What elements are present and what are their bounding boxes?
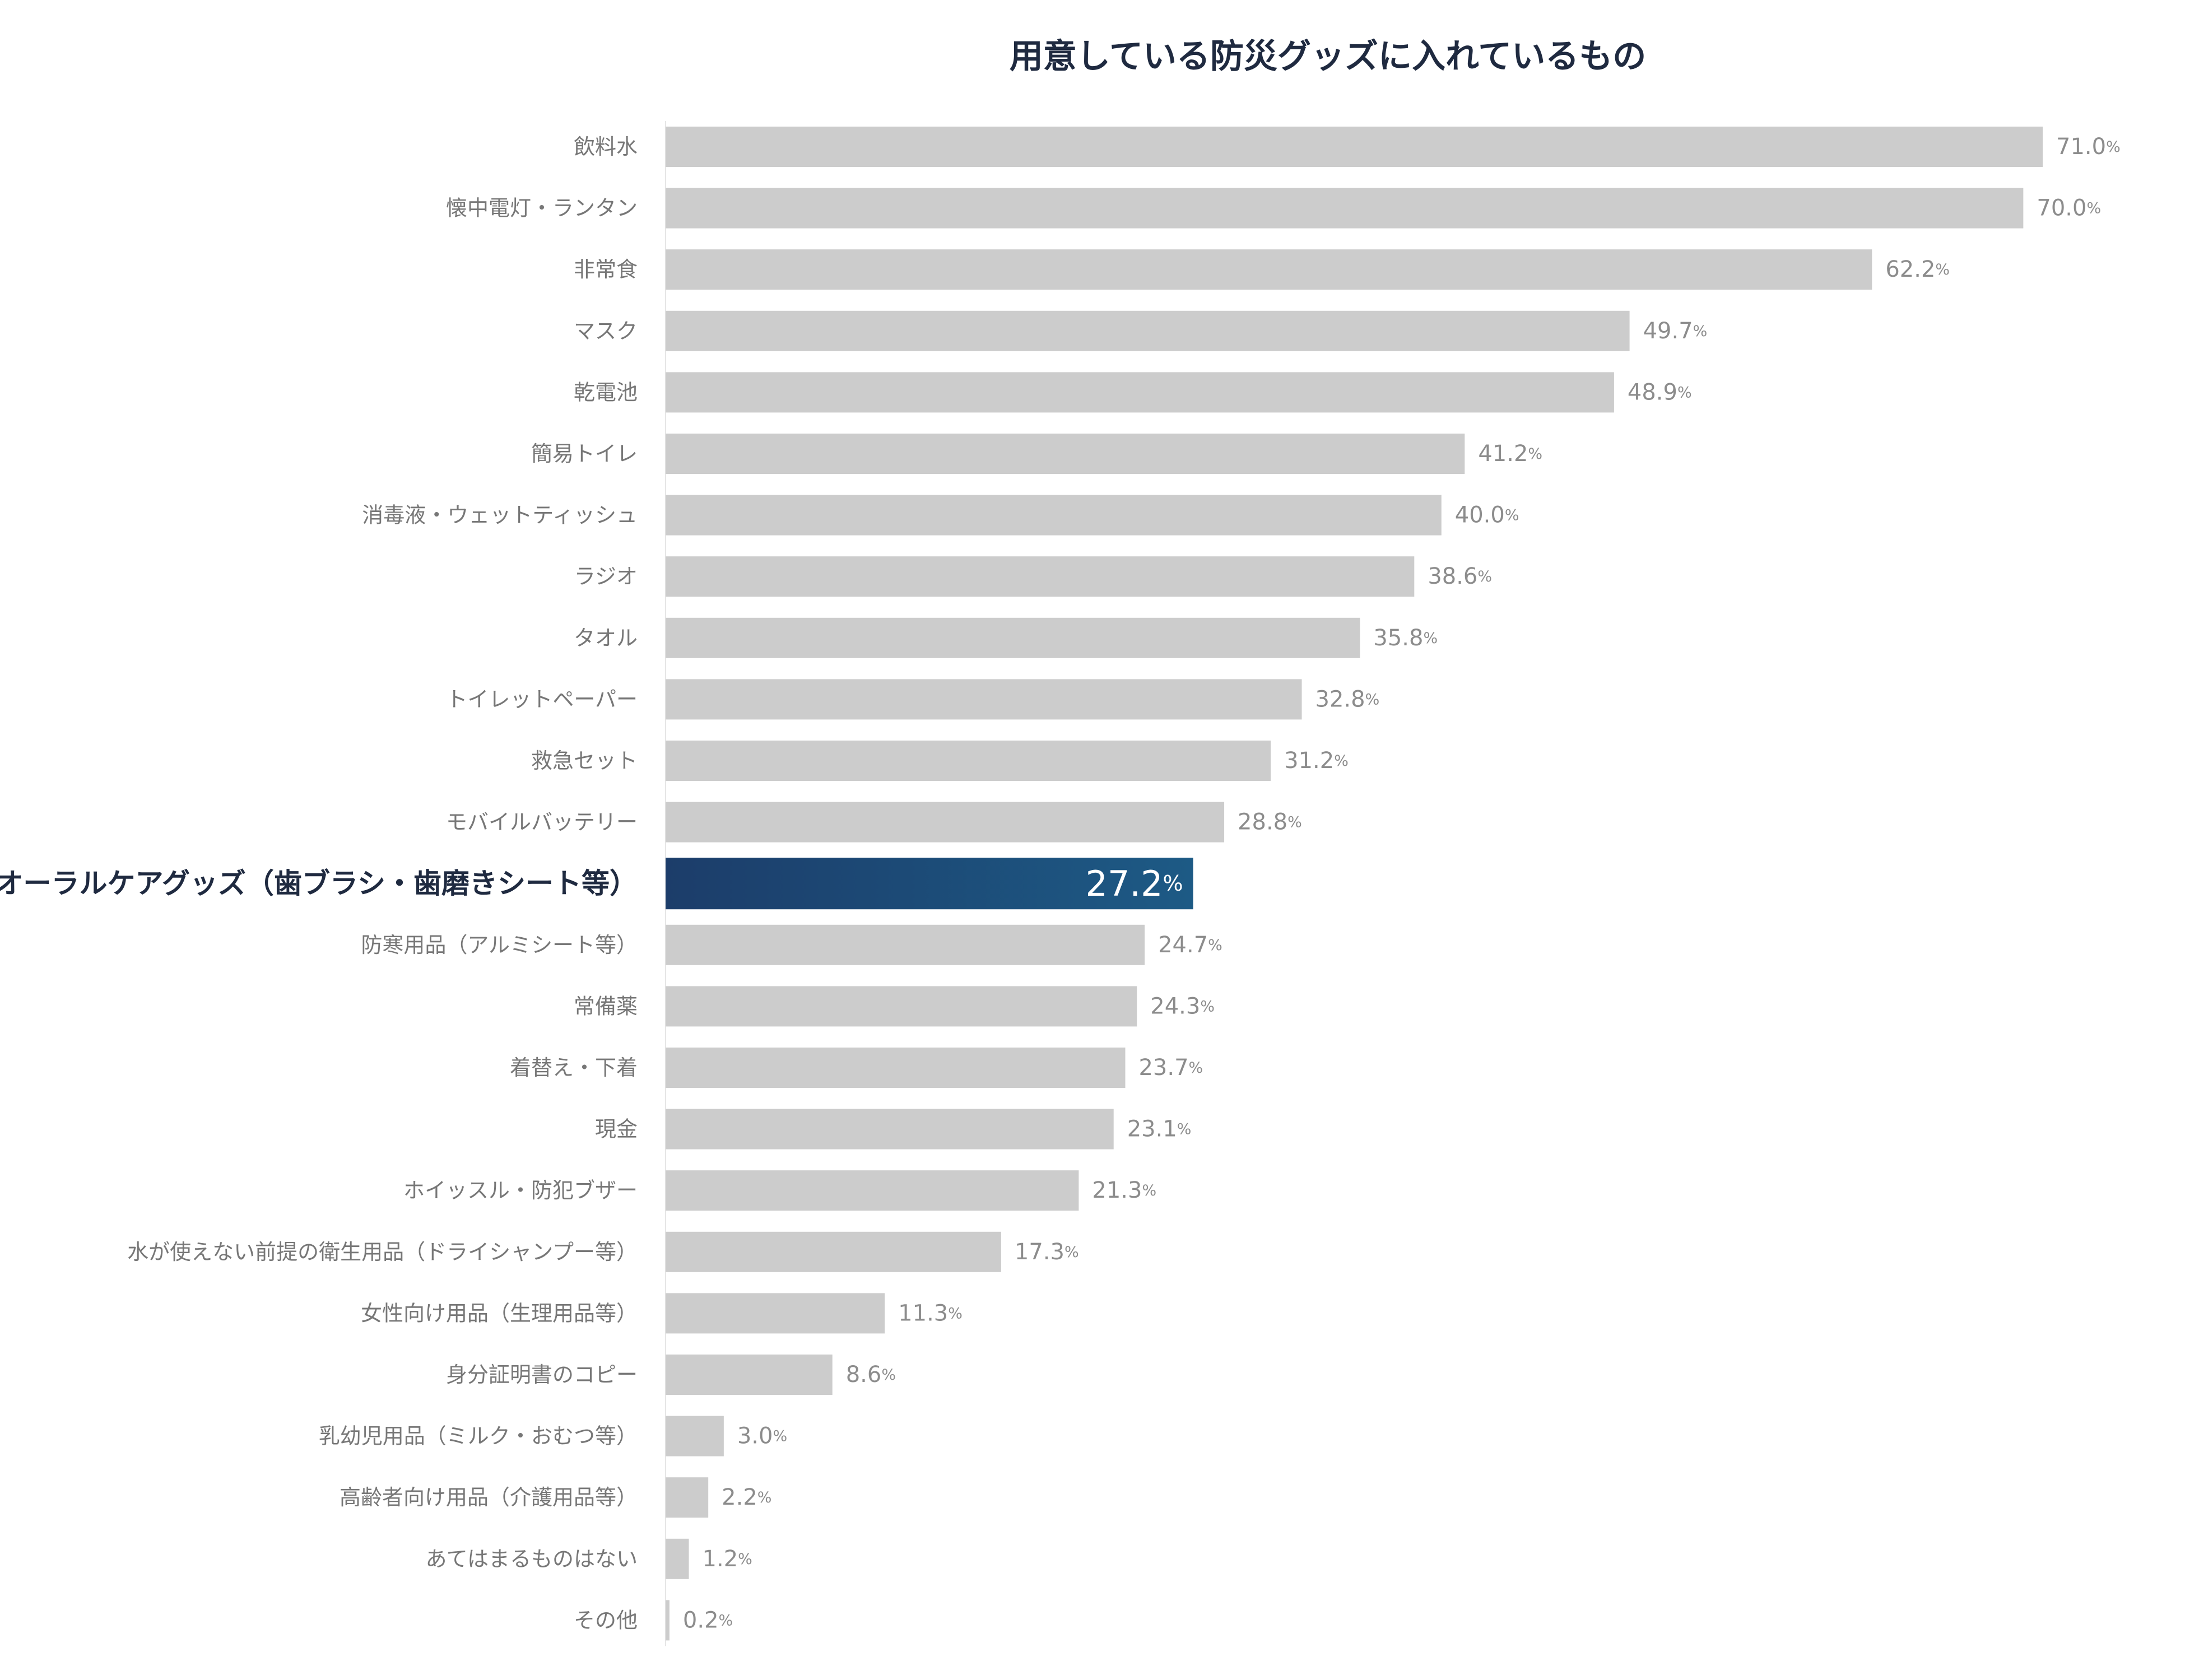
category-label: マスク bbox=[574, 319, 638, 343]
value-label: 41.2% bbox=[1478, 441, 1542, 467]
value-label: 31.2% bbox=[1284, 748, 1349, 774]
bar bbox=[666, 1416, 724, 1456]
value-label: 23.7% bbox=[1138, 1055, 1203, 1081]
value-label: 38.6% bbox=[1428, 564, 1492, 589]
category-label: オーラルケアグッズ（歯ブラシ・歯磨きシート等） bbox=[0, 867, 638, 900]
value-label: 23.1% bbox=[1127, 1116, 1192, 1142]
bar bbox=[666, 1600, 670, 1641]
bar bbox=[666, 127, 2043, 167]
bar bbox=[666, 188, 2024, 229]
bar bbox=[666, 310, 1630, 351]
category-label: ホイッスル・防犯ブザー bbox=[403, 1178, 638, 1203]
value-label: 71.0% bbox=[2056, 134, 2121, 160]
value-label: 32.8% bbox=[1315, 686, 1380, 712]
category-label: トイレットペーパー bbox=[446, 687, 638, 711]
bar bbox=[666, 1355, 833, 1395]
category-label: 乾電池 bbox=[574, 380, 638, 404]
bar bbox=[666, 1293, 885, 1334]
category-label: 飲料水 bbox=[574, 134, 638, 159]
bar bbox=[666, 617, 1360, 658]
value-label: 35.8% bbox=[1373, 625, 1438, 651]
value-label: 24.7% bbox=[1158, 932, 1222, 958]
category-label: 防寒用品（アルミシート等） bbox=[361, 933, 638, 957]
value-label: 40.0% bbox=[1455, 502, 1519, 528]
category-label: 常備薬 bbox=[574, 994, 638, 1018]
category-label: 非常食 bbox=[574, 257, 638, 282]
value-label: 2.2% bbox=[722, 1484, 771, 1510]
value-label: 3.0% bbox=[737, 1423, 787, 1449]
bar bbox=[666, 249, 1872, 290]
value-label: 62.2% bbox=[1885, 257, 1950, 282]
bar bbox=[666, 802, 1225, 843]
category-label: その他 bbox=[574, 1608, 638, 1632]
bar bbox=[666, 924, 1145, 965]
bar bbox=[666, 1538, 689, 1579]
category-label: 簡易トイレ bbox=[531, 441, 638, 466]
category-label: 消毒液・ウェットティッシュ bbox=[362, 503, 638, 528]
value-label: 8.6% bbox=[846, 1362, 896, 1388]
value-label: 27.2% bbox=[1086, 863, 1183, 904]
value-label: 28.8% bbox=[1238, 809, 1302, 835]
category-label: 乳幼児用品（ミルク・おむつ等） bbox=[319, 1424, 638, 1449]
bar bbox=[666, 1231, 1001, 1272]
category-label: 水が使えない前提の衛生用品（ドライシャンプー等） bbox=[127, 1240, 638, 1264]
category-label: 懐中電灯・ランタン bbox=[446, 196, 638, 221]
value-label: 48.9% bbox=[1628, 379, 1692, 405]
value-label: 24.3% bbox=[1150, 993, 1215, 1019]
category-label: 救急セット bbox=[531, 748, 638, 773]
value-label: 70.0% bbox=[2037, 196, 2101, 221]
value-label: 21.3% bbox=[1092, 1178, 1156, 1203]
value-label: 49.7% bbox=[1643, 318, 1708, 344]
bar bbox=[666, 986, 1137, 1027]
bar-highlight bbox=[666, 858, 1193, 910]
bar bbox=[666, 741, 1271, 781]
bar bbox=[666, 1109, 1114, 1150]
bar bbox=[666, 556, 1415, 597]
value-label: 1.2% bbox=[703, 1546, 752, 1572]
bar bbox=[666, 679, 1302, 720]
value-label: 0.2% bbox=[683, 1607, 733, 1633]
bar bbox=[666, 495, 1442, 536]
category-label: 身分証明書のコピー bbox=[446, 1362, 638, 1387]
category-label: タオル bbox=[574, 626, 638, 650]
category-label: 女性向け用品（生理用品等） bbox=[361, 1301, 638, 1325]
category-label: あてはまるものはない bbox=[426, 1547, 638, 1571]
bar bbox=[666, 372, 1614, 413]
value-label: 11.3% bbox=[898, 1300, 963, 1326]
bar bbox=[666, 434, 1465, 474]
category-label: モバイルバッテリー bbox=[446, 810, 638, 835]
chart-title: 用意している防災グッズに入れているもの bbox=[1009, 37, 1647, 76]
bar bbox=[666, 1048, 1126, 1088]
bar bbox=[666, 1477, 709, 1518]
category-label: 現金 bbox=[595, 1117, 638, 1142]
bar bbox=[666, 1170, 1079, 1211]
category-label: 高齢者向け用品（介護用品等） bbox=[340, 1485, 638, 1510]
category-label: 着替え・下着 bbox=[510, 1055, 638, 1080]
value-label: 17.3% bbox=[1015, 1239, 1079, 1265]
category-label: ラジオ bbox=[574, 564, 638, 589]
